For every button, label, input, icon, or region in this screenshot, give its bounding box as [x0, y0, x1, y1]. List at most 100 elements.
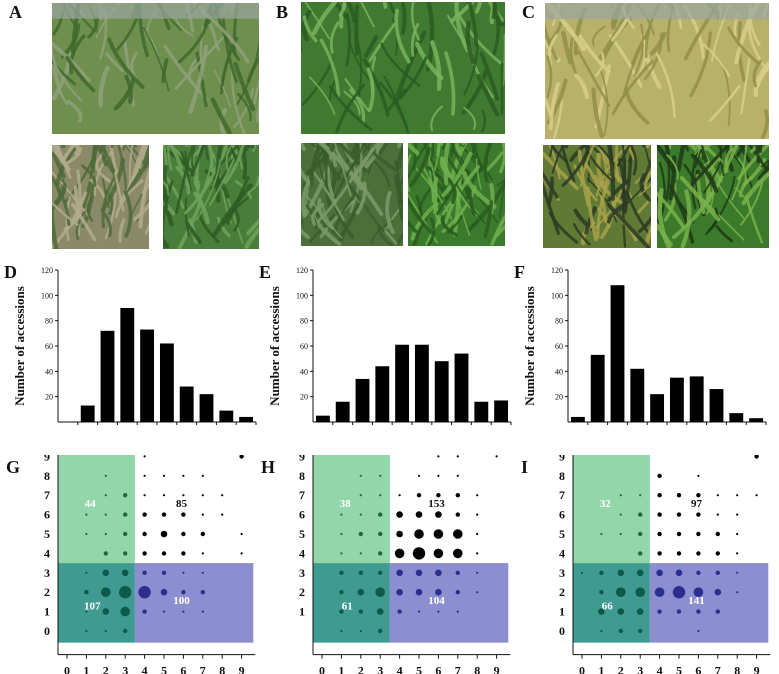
bar — [80, 405, 95, 422]
count-bottom-left: 107 — [84, 601, 101, 613]
region-bottom-right — [389, 563, 509, 643]
y-tick-label: 4 — [299, 546, 305, 560]
bubble — [201, 610, 204, 613]
panel-letter-f: F — [514, 262, 525, 282]
bubble — [657, 512, 662, 517]
y-tick-label: 3 — [299, 566, 305, 580]
x-tick-label: 7 — [455, 664, 461, 674]
x-tick-label: 5 — [676, 664, 682, 674]
bubble — [84, 590, 89, 595]
bubble — [123, 531, 128, 537]
bubble — [359, 513, 362, 516]
bubble — [476, 571, 479, 574]
y-tick-label: 6 — [44, 508, 50, 522]
bubble — [676, 493, 682, 498]
y-tick-label: 8 — [559, 469, 565, 483]
bubble — [221, 494, 224, 497]
bubble — [453, 529, 463, 539]
bubble — [618, 628, 623, 634]
y-tick-label: 1 — [44, 605, 50, 619]
bubble — [657, 551, 662, 556]
bubble — [143, 455, 146, 458]
y-tick-label: 20 — [555, 393, 563, 402]
bubble — [696, 551, 701, 556]
y-tick-label: 5 — [44, 527, 50, 541]
bar — [474, 401, 489, 422]
x-tick-label: 3 — [637, 664, 643, 674]
bubble — [396, 569, 403, 577]
y-tick-label: 100 — [41, 291, 53, 300]
photo-c-right — [657, 145, 769, 248]
y-tick-label: 8 — [299, 469, 305, 483]
bubble — [455, 590, 460, 595]
x-tick-label: 2 — [618, 664, 624, 674]
bubble — [598, 608, 605, 615]
bubble — [636, 608, 644, 615]
dense-leaves-photo — [301, 2, 505, 134]
y-tick-label: 80 — [45, 317, 53, 326]
x-tick-label: 8 — [219, 664, 225, 674]
bubble — [182, 474, 185, 477]
bubble — [436, 493, 441, 498]
bubble — [696, 531, 701, 537]
y-tick-label: 9 — [559, 455, 565, 463]
grass-clump-photo — [408, 143, 505, 246]
bubble — [433, 548, 444, 559]
y-tick-label: 20 — [45, 393, 53, 402]
bubble — [182, 610, 185, 613]
x-tick-label: 5 — [416, 664, 422, 674]
bar — [749, 418, 764, 422]
bubble — [414, 529, 424, 539]
bubble — [755, 494, 758, 497]
bar — [630, 368, 645, 422]
count-top-left: 44 — [85, 498, 97, 510]
bubble — [396, 511, 403, 518]
y-tick-label: 5 — [559, 527, 565, 541]
dry-plant-photo — [52, 145, 149, 249]
bubble — [104, 494, 107, 497]
bar — [120, 308, 135, 422]
bubble — [599, 570, 604, 575]
panel-letter-a: A — [9, 2, 22, 22]
bar — [355, 378, 370, 422]
x-tick-label: 0 — [64, 664, 70, 674]
bubble — [455, 493, 460, 498]
bar — [239, 416, 254, 422]
bubble — [456, 610, 459, 613]
bubble — [676, 551, 682, 556]
bubble — [617, 569, 625, 577]
panel-letter-e: E — [259, 262, 271, 282]
bar — [395, 344, 410, 422]
count-top-right: 85 — [176, 498, 188, 510]
bubble — [657, 493, 662, 498]
bubble — [143, 494, 146, 497]
count-bottom-right: 100 — [173, 595, 190, 607]
bubble — [142, 551, 147, 556]
bubble — [142, 609, 147, 614]
bubble — [675, 569, 683, 577]
x-tick-label: 9 — [754, 664, 760, 674]
bubble — [715, 570, 720, 575]
panel-letter-h: H — [261, 457, 275, 477]
bubble — [619, 494, 622, 497]
bar — [610, 285, 625, 422]
bubble — [398, 494, 401, 497]
bubble — [181, 590, 186, 595]
bubble — [696, 609, 701, 614]
bubble — [455, 512, 460, 517]
bubble — [104, 532, 107, 536]
region-bottom-left — [573, 563, 650, 643]
bubble — [416, 493, 422, 498]
bubble — [693, 587, 704, 597]
bubble — [736, 494, 739, 497]
bar — [650, 394, 665, 422]
count-top-right: 97 — [691, 498, 703, 510]
bubble — [476, 494, 479, 497]
y-tick-label: 60 — [45, 342, 53, 351]
bubble — [378, 628, 383, 634]
bubble — [379, 474, 382, 477]
bubble — [736, 591, 739, 594]
bubble — [358, 531, 363, 537]
tall-stems-photo — [657, 145, 769, 248]
bubble — [415, 588, 423, 596]
